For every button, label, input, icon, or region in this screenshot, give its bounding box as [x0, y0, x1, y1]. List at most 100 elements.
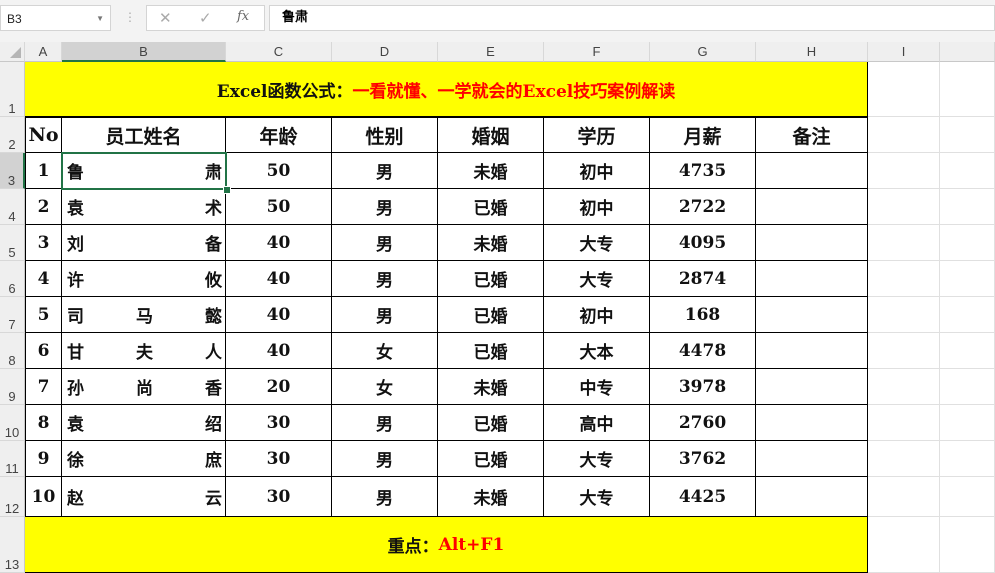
salary-cell[interactable]: 2874 — [650, 261, 756, 297]
salary-cell[interactable]: 4478 — [650, 333, 756, 369]
age-cell[interactable]: 40 — [226, 333, 332, 369]
no-cell[interactable]: 9 — [25, 441, 62, 477]
header-cell[interactable]: 年龄 — [226, 117, 332, 153]
no-cell[interactable]: 1 — [25, 153, 62, 189]
header-cell[interactable]: 月薪 — [650, 117, 756, 153]
education-cell[interactable]: 大专 — [544, 261, 650, 297]
employee-name-cell[interactable]: 甘夫人 — [62, 333, 226, 369]
row-header-1[interactable]: 1 — [0, 62, 25, 117]
age-cell[interactable]: 50 — [226, 153, 332, 189]
employee-name-cell[interactable]: 刘备 — [62, 225, 226, 261]
column-header-G[interactable]: G — [650, 42, 756, 62]
education-cell[interactable]: 大专 — [544, 441, 650, 477]
enter-icon[interactable]: ✓ — [199, 10, 212, 27]
empty-cell[interactable] — [868, 62, 940, 117]
remark-cell[interactable] — [756, 405, 868, 441]
gender-cell[interactable]: 男 — [332, 153, 438, 189]
empty-cell[interactable] — [868, 117, 940, 153]
empty-cell[interactable] — [940, 189, 995, 225]
education-cell[interactable]: 大本 — [544, 333, 650, 369]
remark-cell[interactable] — [756, 333, 868, 369]
marital-cell[interactable]: 已婚 — [438, 441, 544, 477]
footer-cell[interactable]: 重点： Alt+F1 — [25, 517, 868, 573]
column-header-E[interactable]: E — [438, 42, 544, 62]
gender-cell[interactable]: 男 — [332, 405, 438, 441]
remark-cell[interactable] — [756, 297, 868, 333]
no-cell[interactable]: 4 — [25, 261, 62, 297]
salary-cell[interactable]: 4425 — [650, 477, 756, 517]
header-cell[interactable]: 性别 — [332, 117, 438, 153]
column-header-D[interactable]: D — [332, 42, 438, 62]
remark-cell[interactable] — [756, 225, 868, 261]
gender-cell[interactable]: 女 — [332, 333, 438, 369]
empty-cell[interactable] — [868, 369, 940, 405]
header-cell[interactable]: No — [25, 117, 62, 153]
marital-cell[interactable]: 已婚 — [438, 405, 544, 441]
gender-cell[interactable]: 男 — [332, 477, 438, 517]
marital-cell[interactable]: 未婚 — [438, 225, 544, 261]
formula-input[interactable]: 鲁肃 — [269, 5, 995, 31]
column-header-F[interactable]: F — [544, 42, 650, 62]
salary-cell[interactable]: 2722 — [650, 189, 756, 225]
column-header-I[interactable]: I — [868, 42, 940, 62]
salary-cell[interactable]: 168 — [650, 297, 756, 333]
age-cell[interactable]: 40 — [226, 225, 332, 261]
gender-cell[interactable]: 男 — [332, 189, 438, 225]
gender-cell[interactable]: 女 — [332, 369, 438, 405]
marital-cell[interactable]: 已婚 — [438, 189, 544, 225]
empty-cell[interactable] — [940, 369, 995, 405]
remark-cell[interactable] — [756, 477, 868, 517]
remark-cell[interactable] — [756, 261, 868, 297]
education-cell[interactable]: 初中 — [544, 189, 650, 225]
cancel-icon[interactable]: ✕ — [159, 10, 172, 27]
empty-cell[interactable] — [940, 261, 995, 297]
employee-name-cell[interactable]: 袁绍 — [62, 405, 226, 441]
column-header-H[interactable]: H — [756, 42, 868, 62]
remark-cell[interactable] — [756, 153, 868, 189]
empty-cell[interactable] — [868, 405, 940, 441]
education-cell[interactable]: 初中 — [544, 153, 650, 189]
marital-cell[interactable]: 未婚 — [438, 477, 544, 517]
gender-cell[interactable]: 男 — [332, 441, 438, 477]
salary-cell[interactable]: 3978 — [650, 369, 756, 405]
drag-handle-icon[interactable]: ⋮ — [124, 10, 136, 24]
column-header-A[interactable]: A — [25, 42, 62, 62]
empty-cell[interactable] — [868, 441, 940, 477]
age-cell[interactable]: 30 — [226, 477, 332, 517]
empty-cell[interactable] — [940, 297, 995, 333]
marital-cell[interactable]: 已婚 — [438, 297, 544, 333]
row-header-12[interactable]: 12 — [0, 477, 25, 517]
salary-cell[interactable]: 2760 — [650, 405, 756, 441]
empty-cell[interactable] — [868, 153, 940, 189]
marital-cell[interactable]: 已婚 — [438, 261, 544, 297]
row-header-8[interactable]: 8 — [0, 333, 25, 369]
remark-cell[interactable] — [756, 189, 868, 225]
empty-cell[interactable] — [868, 225, 940, 261]
header-cell[interactable]: 员工姓名 — [62, 117, 226, 153]
education-cell[interactable]: 中专 — [544, 369, 650, 405]
gender-cell[interactable]: 男 — [332, 225, 438, 261]
empty-cell[interactable] — [940, 153, 995, 189]
header-cell[interactable]: 婚姻 — [438, 117, 544, 153]
row-header-7[interactable]: 7 — [0, 297, 25, 333]
remark-cell[interactable] — [756, 369, 868, 405]
row-header-10[interactable]: 10 — [0, 405, 25, 441]
empty-cell[interactable] — [868, 261, 940, 297]
age-cell[interactable]: 30 — [226, 441, 332, 477]
empty-cell[interactable] — [868, 517, 940, 573]
education-cell[interactable]: 大专 — [544, 225, 650, 261]
empty-cell[interactable] — [940, 441, 995, 477]
header-cell[interactable]: 备注 — [756, 117, 868, 153]
no-cell[interactable]: 3 — [25, 225, 62, 261]
empty-cell[interactable] — [940, 405, 995, 441]
empty-cell[interactable] — [868, 477, 940, 517]
no-cell[interactable]: 10 — [25, 477, 62, 517]
no-cell[interactable]: 2 — [25, 189, 62, 225]
employee-name-cell[interactable]: 许攸 — [62, 261, 226, 297]
no-cell[interactable]: 5 — [25, 297, 62, 333]
name-box[interactable]: B3 ▼ — [0, 5, 111, 31]
header-cell[interactable]: 学历 — [544, 117, 650, 153]
empty-cell[interactable] — [868, 333, 940, 369]
age-cell[interactable]: 40 — [226, 261, 332, 297]
employee-name-cell[interactable]: 赵云 — [62, 477, 226, 517]
